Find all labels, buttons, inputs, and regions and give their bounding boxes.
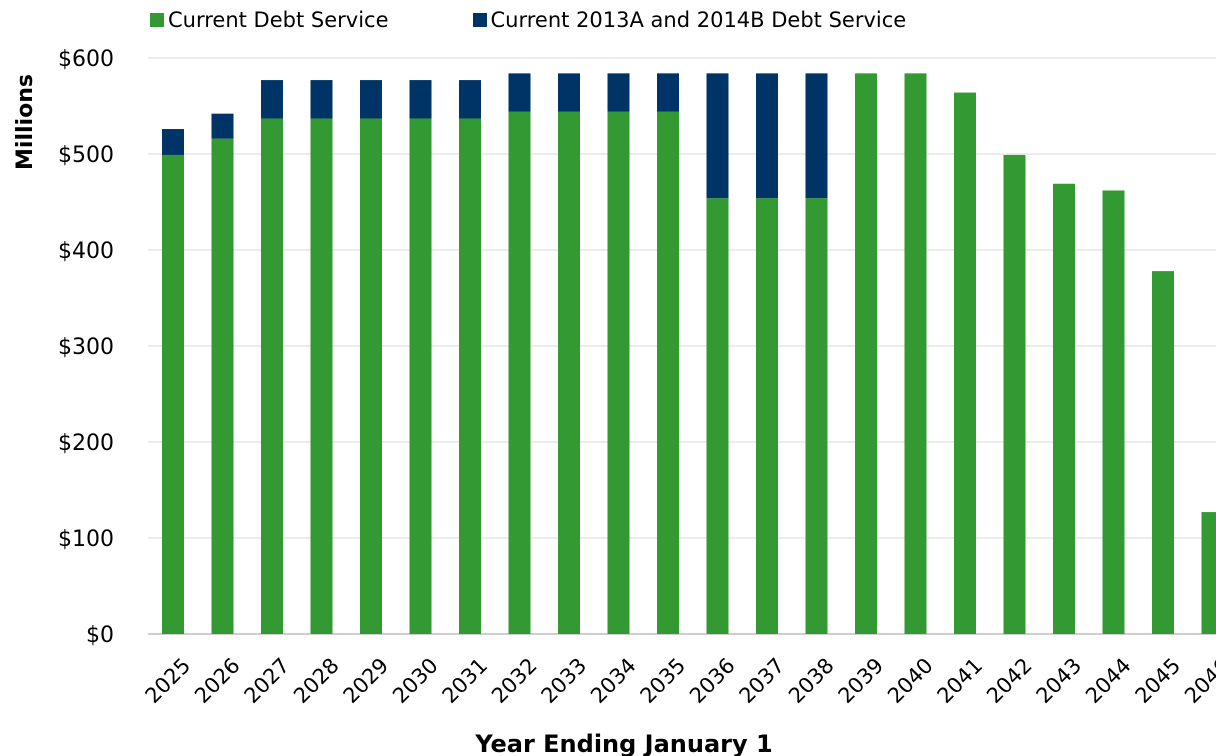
bar-current-debt-service xyxy=(657,111,679,634)
bar-2013a-2014b-debt-service xyxy=(409,80,432,119)
x-tick-label: 2027 xyxy=(240,653,295,708)
legend-item-2013a-2014b-debt-service: Current 2013A and 2014B Debt Service xyxy=(472,6,907,34)
bar-current-debt-service xyxy=(1003,154,1026,634)
bar-current-debt-service xyxy=(904,73,927,635)
x-tick-label: 2030 xyxy=(388,653,443,708)
bar-current-debt-service xyxy=(1201,512,1216,634)
legend-swatch-navy xyxy=(472,13,487,27)
y-tick-label: $600 xyxy=(58,47,114,72)
bar-2013a-2014b-debt-service xyxy=(805,73,828,199)
bar-current-debt-service xyxy=(1152,271,1174,634)
bar-2013a-2014b-debt-service xyxy=(508,73,531,112)
y-tick-label: $400 xyxy=(58,239,114,264)
x-tick-label: 2025 xyxy=(141,653,196,708)
bar-2013a-2014b-debt-service xyxy=(756,73,778,199)
x-tick-label: 2038 xyxy=(784,653,839,708)
bar-current-debt-service xyxy=(558,111,580,634)
bar-current-debt-service xyxy=(756,198,778,634)
legend: Current Debt Service Current 2013A and 2… xyxy=(150,6,906,34)
y-tick-label: $200 xyxy=(58,431,114,456)
y-tick-label: $500 xyxy=(58,143,114,168)
bar-current-debt-service xyxy=(1053,183,1075,634)
bar-current-debt-service xyxy=(360,118,382,635)
x-tick-label: 2029 xyxy=(339,653,394,708)
bar-current-debt-service xyxy=(607,111,630,634)
bar-current-debt-service xyxy=(261,118,283,635)
x-tick-label: 2026 xyxy=(190,653,245,708)
y-axis-label: Millions xyxy=(13,74,38,170)
bar-current-debt-service xyxy=(508,111,531,634)
bar-2013a-2014b-debt-service xyxy=(211,113,234,139)
x-tick-label: 2044 xyxy=(1081,653,1136,708)
bar-current-debt-service xyxy=(162,154,184,634)
bar-current-debt-service xyxy=(855,73,877,635)
x-tick-label: 2036 xyxy=(685,653,740,708)
bar-2013a-2014b-debt-service xyxy=(607,73,630,112)
x-tick-label: 2037 xyxy=(735,653,790,708)
x-tick-label: 2040 xyxy=(883,653,938,708)
bar-current-debt-service xyxy=(706,198,729,634)
bar-2013a-2014b-debt-service xyxy=(558,73,580,112)
x-tick-label: 2031 xyxy=(438,653,493,708)
x-tick-label: 2046 xyxy=(1180,653,1216,708)
bar-current-debt-service xyxy=(310,118,333,635)
x-tick-label: 2042 xyxy=(982,653,1037,708)
bar-2013a-2014b-debt-service xyxy=(360,80,382,119)
y-tick-label: $100 xyxy=(58,527,114,552)
bar-current-debt-service xyxy=(805,198,828,634)
x-tick-label: 2028 xyxy=(289,653,344,708)
x-tick-label: 2032 xyxy=(487,653,542,708)
x-tick-label: 2039 xyxy=(834,653,889,708)
y-axis-ticks: $0 $100 $200 $300 $400 $500 $600 xyxy=(58,47,114,648)
bar-2013a-2014b-debt-service xyxy=(706,73,729,199)
bar-2013a-2014b-debt-service xyxy=(261,80,283,119)
bar-current-debt-service xyxy=(1102,190,1125,635)
legend-item-current-debt-service: Current Debt Service xyxy=(150,6,389,34)
x-tick-label: 2033 xyxy=(537,653,592,708)
bar-current-debt-service xyxy=(409,118,432,635)
bars xyxy=(162,73,1216,635)
x-tick-label: 2041 xyxy=(933,653,988,708)
x-tick-label: 2035 xyxy=(636,653,691,708)
bar-current-debt-service xyxy=(954,92,976,634)
x-tick-label: 2034 xyxy=(586,653,641,708)
bar-2013a-2014b-debt-service xyxy=(310,80,333,119)
legend-label: Current Debt Service xyxy=(168,8,389,32)
bar-current-debt-service xyxy=(211,138,234,634)
bar-2013a-2014b-debt-service xyxy=(162,129,184,155)
bar-2013a-2014b-debt-service xyxy=(459,80,481,119)
y-tick-label: $300 xyxy=(58,335,114,360)
legend-swatch-green xyxy=(150,13,164,27)
x-tick-label: 2045 xyxy=(1131,653,1186,708)
x-axis-ticks: 2025202620272028202920302031203220332034… xyxy=(141,653,1216,708)
bar-2013a-2014b-debt-service xyxy=(657,73,679,112)
y-tick-label: $0 xyxy=(86,623,114,648)
x-axis-label: Year Ending January 1 xyxy=(474,730,772,756)
x-tick-label: 2043 xyxy=(1032,653,1087,708)
legend-label: Current 2013A and 2014B Debt Service xyxy=(490,8,907,32)
bar-current-debt-service xyxy=(459,118,481,635)
